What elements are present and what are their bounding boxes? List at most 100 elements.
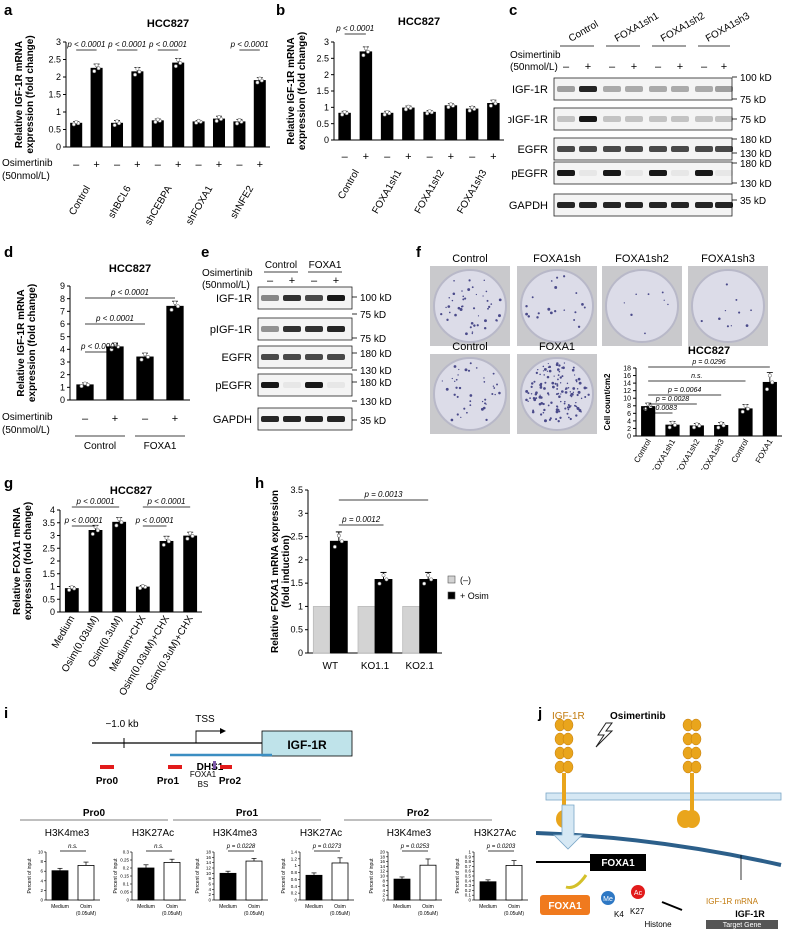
y-axis-label: Relative FOXA1 mRNA [12,507,23,615]
replicate-point [336,533,341,538]
colony-dot [547,307,551,311]
colony-dot [700,319,703,323]
bar [762,381,777,437]
colony-dot [577,390,581,394]
replicate-point [425,111,430,116]
y-axis-label: Percent of input [195,858,201,894]
group-label: FOXA1sh1 [370,168,404,216]
colony-dot [567,403,570,406]
me-label: Me [603,896,613,903]
chart-title: H3K4me3 [387,828,432,839]
colony-dot [575,292,578,295]
y-tick-label: 1.5 [290,578,303,588]
colony-dot [745,324,749,327]
y-tick-label: 4 [40,878,43,883]
colony-dot [532,409,535,412]
y-tick-label: 0.7 [465,864,472,869]
primer-pro0 [100,765,114,769]
foxa1-bs-label: FOXA1 [190,770,217,779]
replicate-point [217,115,221,119]
bar [131,71,144,148]
molecular-weight-marker: 75 kD [740,95,766,106]
colony-label: FOXA1 [539,341,575,353]
blot-row-label: GAPDH [213,414,252,426]
replicate-point [422,581,427,586]
y-tick-label: 10 [206,871,212,876]
category-label: KO2.1 [405,661,434,672]
blot-band [305,326,323,332]
category-label: KO1.1 [361,661,390,672]
replicate-point [190,534,195,538]
replicate-point [196,118,201,123]
colony-dot [540,385,543,388]
replicate-point [92,69,97,74]
colony-dot [470,321,474,325]
culture-dish [433,269,507,343]
replicate-point [384,577,389,582]
colony-dot [543,387,546,390]
replicate-point [74,120,79,124]
y-tick-label: 2 [382,893,385,898]
y-tick-label: 0.2 [465,888,472,893]
colony-dot [547,362,549,365]
culture-dish [605,269,679,343]
blot-band [305,354,323,360]
bar [137,867,155,901]
colony-dot [536,316,539,319]
p-value-label: n.s. [154,844,164,850]
colony-dot [576,393,579,397]
p-value-label: p < 0.0001 [110,288,149,297]
molecular-weight-marker: 35 kD [360,416,386,427]
colony-dot [453,393,456,396]
colony-dot [573,374,576,376]
replicate-point [366,49,370,54]
y-tick-label: 6 [627,411,631,418]
primer-pro2 [220,765,232,769]
replicate-point [692,425,696,430]
y-tick-label: 2 [208,892,211,897]
colony-dot [488,305,491,308]
replicate-point [137,69,142,74]
colony-dot [559,382,562,384]
y-tick-label: 0.4 [465,878,472,883]
replicate-point [489,103,493,108]
molecular-weight-marker: 35 kD [740,196,766,207]
colony-dot [469,404,472,407]
colony-dot [466,411,468,414]
colony-dot [491,393,494,396]
colony-dot [574,311,577,314]
p-value-label: p < 0.0001 [66,40,105,49]
colony-dot [726,325,729,328]
colony-dot [555,410,559,414]
chart-title: HCC827 [688,345,730,357]
colony-dot [532,396,536,400]
chart-title: H3K27Ac [132,828,174,839]
group-label: FOXA1sh3 [455,168,489,216]
colony-dot [527,315,531,318]
category-label: Medium [137,904,155,910]
treatment-sign: + [677,61,683,73]
y-tick-label: 0.5 [42,594,55,604]
y-tick-label: 8 [40,859,43,864]
blot-row-label: pIGF-1R [508,114,548,126]
category-label: Medium [393,904,411,910]
colony-dot [455,378,458,381]
y-axis-label: Relative FOXA1 mRNA expression [270,490,281,653]
y-tick-label: 1.5 [42,569,55,579]
blot-band [603,116,621,122]
colony-dot [451,377,453,380]
methyl-mark [601,891,615,905]
y-tick-label: 6 [382,883,385,888]
pro1-label: Pro1 [157,776,180,787]
bar [479,881,497,901]
chart-title: HCC827 [110,485,152,497]
colony-dot [623,302,625,304]
colony-dot [484,398,487,401]
treatment-sign: – [155,159,162,171]
y-tick-label: 1 [468,850,471,855]
p-value-label: p = 0.0273 [312,844,342,850]
colony-dot [454,380,456,383]
y-tick-label: 10 [38,850,44,855]
category-label: Osim [508,904,520,910]
colony-dot [560,400,562,403]
